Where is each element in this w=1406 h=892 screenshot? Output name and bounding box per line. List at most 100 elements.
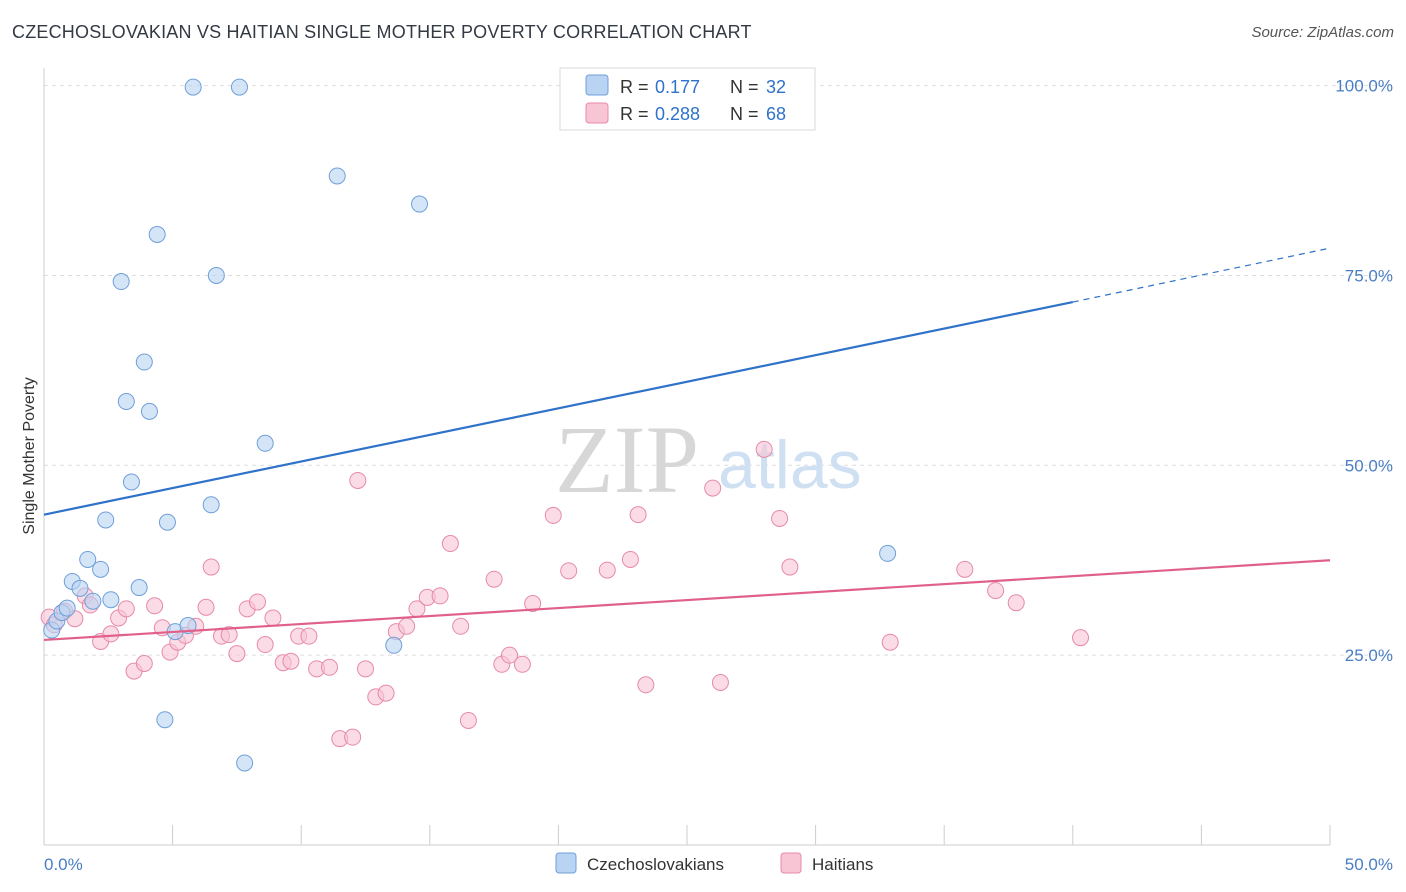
pink-point-35 bbox=[349, 471, 367, 489]
x-tick-label-min: 0.0% bbox=[44, 855, 83, 874]
blue-point-10 bbox=[102, 591, 120, 609]
axes bbox=[43, 68, 1331, 846]
y-tick-labels: 25.0% 50.0% 75.0% 100.0% bbox=[1335, 77, 1393, 666]
pink-point-28 bbox=[282, 652, 300, 670]
y-axis-label: Single Mother Poverty bbox=[21, 377, 38, 534]
legend-r-label-1: R = bbox=[620, 77, 649, 97]
blue-point-8 bbox=[92, 560, 110, 578]
legend-swatch-pink bbox=[585, 102, 609, 124]
watermark-zip: ZIP bbox=[555, 406, 699, 513]
pink-point-53 bbox=[560, 562, 578, 580]
legend-n-label-2: N = bbox=[730, 104, 759, 124]
pink-point-38 bbox=[377, 684, 395, 702]
pink-point-11 bbox=[135, 655, 153, 673]
legend-r-value-1: 0.177 bbox=[655, 77, 700, 97]
legend-swatch-blue bbox=[585, 74, 609, 96]
pink-point-12 bbox=[146, 597, 164, 615]
watermark-atlas: atlas bbox=[718, 427, 862, 503]
legend-bottom-label-pink: Haitians bbox=[812, 855, 873, 874]
blue-point-17 bbox=[156, 711, 174, 729]
pink-trend-line bbox=[43, 559, 1331, 642]
blue-point-16 bbox=[148, 225, 166, 243]
y-tick-label-100: 100.0% bbox=[1335, 77, 1393, 96]
blue-point-24 bbox=[230, 78, 248, 96]
legend-r-label-2: R = bbox=[620, 104, 649, 124]
chart-title: CZECHOSLOVAKIAN VS HAITIAN SINGLE MOTHER… bbox=[12, 22, 752, 42]
pink-point-22 bbox=[228, 645, 246, 663]
blue-point-7 bbox=[84, 592, 102, 610]
pink-point-19 bbox=[202, 558, 220, 576]
czechoslovakians-points bbox=[43, 78, 897, 772]
trend-lines bbox=[43, 247, 1331, 642]
pink-point-32 bbox=[320, 658, 338, 676]
blue-point-31 bbox=[112, 273, 130, 291]
blue-point-11 bbox=[117, 393, 135, 411]
pink-point-54 bbox=[598, 561, 616, 579]
pink-point-66 bbox=[1007, 594, 1025, 612]
blue-point-15 bbox=[140, 402, 158, 420]
blue-point-18 bbox=[158, 513, 176, 531]
pink-point-24 bbox=[248, 593, 266, 611]
x-tick-label-max: 50.0% bbox=[1345, 855, 1393, 874]
pink-point-7 bbox=[102, 625, 120, 643]
pink-point-52 bbox=[544, 506, 562, 524]
pink-point-60 bbox=[755, 440, 773, 458]
x-tick-labels: 0.0% 50.0% bbox=[44, 855, 1393, 874]
pink-point-25 bbox=[256, 636, 274, 654]
blue-point-12 bbox=[122, 473, 140, 491]
pink-point-59 bbox=[711, 673, 729, 691]
blue-trend-line bbox=[43, 300, 1074, 516]
pink-point-61 bbox=[771, 509, 789, 527]
legend-bottom-swatch-pink bbox=[780, 852, 802, 874]
pink-point-49 bbox=[501, 646, 519, 664]
pink-point-55 bbox=[621, 550, 639, 568]
blue-point-27 bbox=[328, 167, 346, 185]
blue-point-23 bbox=[207, 266, 225, 284]
pink-point-46 bbox=[459, 711, 477, 729]
legend-r-value-2: 0.288 bbox=[655, 104, 700, 124]
y-axis-label-group: Single Mother Poverty bbox=[21, 377, 38, 534]
legend-n-value-1: 32 bbox=[766, 77, 786, 97]
blue-point-6 bbox=[79, 550, 97, 568]
pink-point-58 bbox=[704, 479, 722, 497]
pink-point-44 bbox=[441, 535, 459, 553]
legend-bottom-label-blue: Czechoslovakians bbox=[587, 855, 724, 874]
pink-point-40 bbox=[398, 617, 416, 635]
pink-point-62 bbox=[781, 558, 799, 576]
blue-point-14 bbox=[135, 353, 153, 371]
y-tick-label-50: 50.0% bbox=[1345, 456, 1393, 475]
pink-point-34 bbox=[344, 728, 362, 746]
pink-point-57 bbox=[637, 676, 655, 694]
blue-point-28 bbox=[385, 636, 403, 654]
pink-point-43 bbox=[431, 587, 449, 605]
blue-point-25 bbox=[236, 754, 254, 772]
legend-bottom: Czechoslovakians Haitians bbox=[555, 852, 873, 874]
pink-point-65 bbox=[987, 582, 1005, 600]
blue-point-3 bbox=[58, 599, 76, 617]
pink-point-36 bbox=[357, 660, 374, 678]
blue-point-5 bbox=[71, 579, 89, 597]
pink-point-67 bbox=[1072, 629, 1090, 647]
legend-top: R = 0.177 N = 32 R = 0.288 N = 68 bbox=[559, 67, 816, 131]
blue-point-29 bbox=[411, 195, 429, 213]
pink-point-47 bbox=[485, 570, 503, 588]
blue-point-22 bbox=[202, 496, 220, 514]
legend-n-label-1: N = bbox=[730, 77, 759, 97]
pink-point-50 bbox=[513, 655, 531, 673]
pink-point-64 bbox=[956, 560, 974, 578]
y-tick-label-25: 25.0% bbox=[1345, 646, 1393, 665]
pink-point-56 bbox=[629, 506, 647, 524]
blue-point-26 bbox=[256, 434, 274, 452]
blue-point-20 bbox=[179, 617, 197, 635]
pink-point-63 bbox=[881, 633, 899, 651]
pink-point-51 bbox=[524, 595, 542, 613]
blue-point-21 bbox=[184, 78, 202, 96]
y-tick-label-75: 75.0% bbox=[1345, 266, 1393, 285]
watermark: ZIP atlas bbox=[555, 406, 862, 513]
pink-point-18 bbox=[197, 598, 215, 616]
pink-point-26 bbox=[264, 609, 282, 627]
legend-bottom-swatch-blue bbox=[555, 852, 577, 874]
blue-point-30 bbox=[879, 544, 897, 562]
pink-point-45 bbox=[452, 617, 470, 635]
